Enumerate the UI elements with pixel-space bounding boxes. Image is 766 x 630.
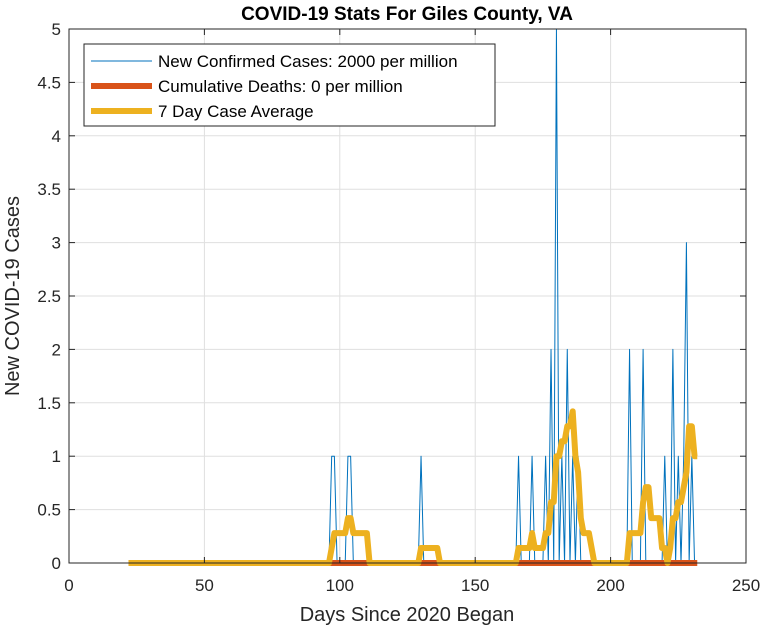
x-tick-label: 100 <box>326 576 354 595</box>
legend: New Confirmed Cases: 2000 per million Cum… <box>83 43 496 127</box>
chart-title: COVID-19 Stats For Giles County, VA <box>241 4 573 25</box>
legend-box <box>83 43 496 127</box>
x-axis-label: Days Since 2020 Began <box>300 604 515 626</box>
y-tick-label: 1 <box>52 447 61 466</box>
x-tick-label: 150 <box>461 576 489 595</box>
x-tick-label: 200 <box>596 576 624 595</box>
y-tick-label: 3 <box>52 234 61 253</box>
y-tick-label: 4 <box>52 127 61 146</box>
x-tick-label: 0 <box>64 576 73 595</box>
legend-entry-seven-day-average-label: 7 Day Case Average <box>158 102 314 121</box>
y-tick-label: 4.5 <box>37 73 61 92</box>
y-tick-label: 3.5 <box>37 180 61 199</box>
y-tick-label: 0.5 <box>37 501 61 520</box>
y-tick-label: 0 <box>52 554 61 573</box>
x-tick-label: 50 <box>195 576 214 595</box>
y-tick-label: 5 <box>52 20 61 39</box>
y-tick-label: 2 <box>52 340 61 359</box>
y-tick-label: 1.5 <box>37 394 61 413</box>
axis-ticks: 0 50 100 150 200 250 0 0.5 1 1.5 2 2.5 3 3.5 4 4.5 5 <box>37 20 760 595</box>
y-axis-label: New COVID-19 Cases <box>2 196 24 396</box>
y-tick-label: 2.5 <box>37 287 61 306</box>
legend-entry-cumulative-deaths-label: Cumulative Deaths: 0 per million <box>158 77 403 96</box>
x-tick-label: 250 <box>732 576 760 595</box>
legend-entry-new-cases-label: New Confirmed Cases: 2000 per million <box>158 52 458 71</box>
legend-entries: New Confirmed Cases: 2000 per million Cum… <box>91 52 458 121</box>
